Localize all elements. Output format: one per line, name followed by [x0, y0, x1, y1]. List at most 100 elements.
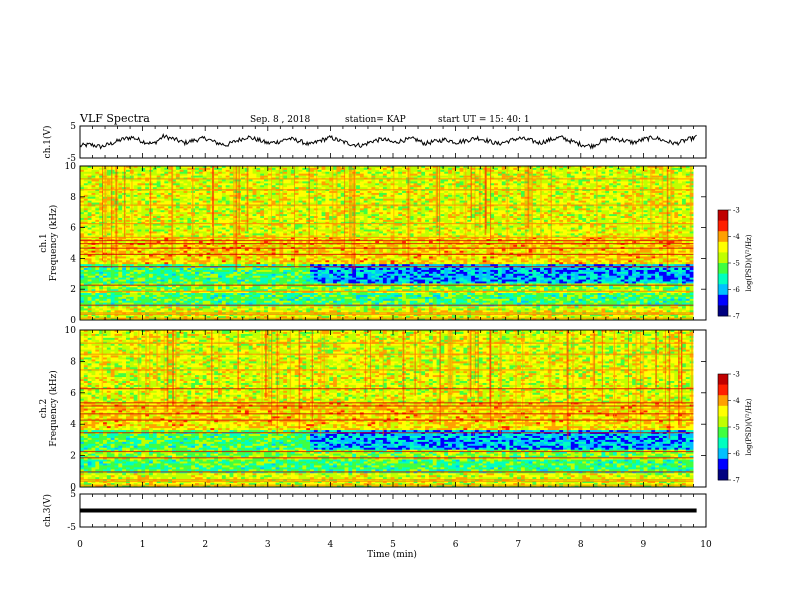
- spectrogram-cell: [559, 179, 563, 181]
- spectrogram-cell: [318, 181, 322, 183]
- spectrogram-cell: [360, 172, 364, 174]
- spectrogram-cell: [555, 170, 559, 172]
- spectrogram-cell: [176, 183, 180, 185]
- spectrogram-cell: [475, 183, 479, 185]
- spectrogram-cell: [84, 179, 88, 181]
- spectrogram-cell: [544, 168, 548, 170]
- spectrogram-cell: [682, 168, 686, 170]
- spectrogram-cell: [356, 170, 360, 172]
- spectrogram-cell: [368, 183, 372, 185]
- spectrogram-cell: [555, 183, 559, 185]
- spectrogram-cell: [318, 170, 322, 172]
- spectrogram-cell: [475, 170, 479, 172]
- spectrogram-cell: [502, 176, 506, 178]
- spectrogram-cell: [256, 172, 260, 174]
- spectrogram-cell: [264, 181, 268, 183]
- spectrogram-cell: [586, 181, 590, 183]
- vlf-spectra-page: VLF Spectra Sep. 8 , 2018 station= KAP s…: [0, 0, 792, 612]
- spectrogram-cell: [663, 179, 667, 181]
- spectrogram-cell: [559, 170, 563, 172]
- spectrogram-cell: [207, 176, 211, 178]
- spectrogram-cell: [272, 183, 276, 185]
- spectrogram-cell: [314, 179, 318, 181]
- spectrogram-cell: [134, 181, 138, 183]
- spectrogram-cell: [617, 174, 621, 176]
- spectrogram-cell: [310, 168, 314, 170]
- spectrogram-cell: [203, 172, 207, 174]
- spectrogram-cell: [249, 172, 253, 174]
- spectrogram-cell: [356, 172, 360, 174]
- spectrogram-cell: [617, 181, 621, 183]
- spectrogram-cell: [460, 170, 464, 172]
- spectrogram-cell: [356, 168, 360, 170]
- spectrogram-cell: [555, 179, 559, 181]
- spectrogram-cell: [195, 174, 199, 176]
- spectrogram-cell: [486, 168, 490, 170]
- spectrogram-cell: [88, 172, 92, 174]
- spectrogram-cell: [126, 181, 130, 183]
- spectrogram-cell: [80, 179, 84, 181]
- spectrogram-cell: [440, 179, 444, 181]
- spectrogram-cell: [559, 181, 563, 183]
- spectrogram-cell: [283, 174, 287, 176]
- spectrogram-cell: [563, 181, 567, 183]
- spectrogram-cell: [440, 170, 444, 172]
- spectrogram-cell: [180, 170, 184, 172]
- spectrogram-cell: [249, 176, 253, 178]
- spectrogram-cell: [302, 170, 306, 172]
- spectrogram-cell: [126, 183, 130, 185]
- spectrogram-cell: [364, 176, 368, 178]
- spectrogram-cell: [249, 183, 253, 185]
- ch1-waveform-trace: [80, 135, 697, 149]
- spectrogram-cell: [203, 179, 207, 181]
- spectrogram-cell: [536, 176, 540, 178]
- spectrogram-cell: [555, 174, 559, 176]
- spectrogram-cell: [605, 174, 609, 176]
- spectrogram-cell: [590, 174, 594, 176]
- spectrogram-cell: [145, 174, 149, 176]
- spectrogram-cell: [624, 181, 628, 183]
- spectrogram-cell: [283, 168, 287, 170]
- spectrogram-cell: [586, 172, 590, 174]
- spectrogram-cell: [605, 181, 609, 183]
- spectrogram-cell: [598, 181, 602, 183]
- spectrogram-cell: [264, 183, 268, 185]
- spectrogram-cell: [88, 181, 92, 183]
- spectrogram-cell: [414, 168, 418, 170]
- spectrogram-cell: [563, 179, 567, 181]
- spectrogram-cell: [387, 176, 391, 178]
- spectrogram-cell: [398, 168, 402, 170]
- spectrogram-cell: [371, 183, 375, 185]
- spectrogram-cell: [345, 179, 349, 181]
- spectrogram-cell: [552, 170, 556, 172]
- spectrogram-cell: [517, 168, 521, 170]
- spectrogram-cell: [460, 183, 464, 185]
- spectrogram-cell: [394, 179, 398, 181]
- spectrogram-cell: [414, 183, 418, 185]
- spectrogram-cell: [295, 168, 299, 170]
- spectrogram-cell: [636, 168, 640, 170]
- spectrogram-cell: [295, 174, 299, 176]
- spectrogram-cell: [621, 176, 625, 178]
- spectrogram-cell: [95, 168, 99, 170]
- spectrogram-cell: [429, 183, 433, 185]
- spectrogram-cell: [387, 170, 391, 172]
- spectrogram-cell: [218, 179, 222, 181]
- spectrogram-cell: [195, 181, 199, 183]
- spectrogram-cell: [394, 168, 398, 170]
- spectrogram-cell: [486, 183, 490, 185]
- spectrogram-cell: [310, 183, 314, 185]
- spectrogram-cell: [628, 179, 632, 181]
- spectrogram-cell: [486, 181, 490, 183]
- spectrogram-cell: [249, 174, 253, 176]
- spectrogram-cell: [567, 174, 571, 176]
- spectrogram-cell: [283, 179, 287, 181]
- spectrogram-cell: [444, 168, 448, 170]
- spectrogram-cell: [310, 174, 314, 176]
- spectrogram-cell: [295, 176, 299, 178]
- spectrogram-cell: [92, 183, 96, 185]
- spectrogram-cell: [80, 174, 84, 176]
- spectrogram-cell: [368, 176, 372, 178]
- spectrogram-cell: [494, 183, 498, 185]
- spectrogram-cell: [429, 168, 433, 170]
